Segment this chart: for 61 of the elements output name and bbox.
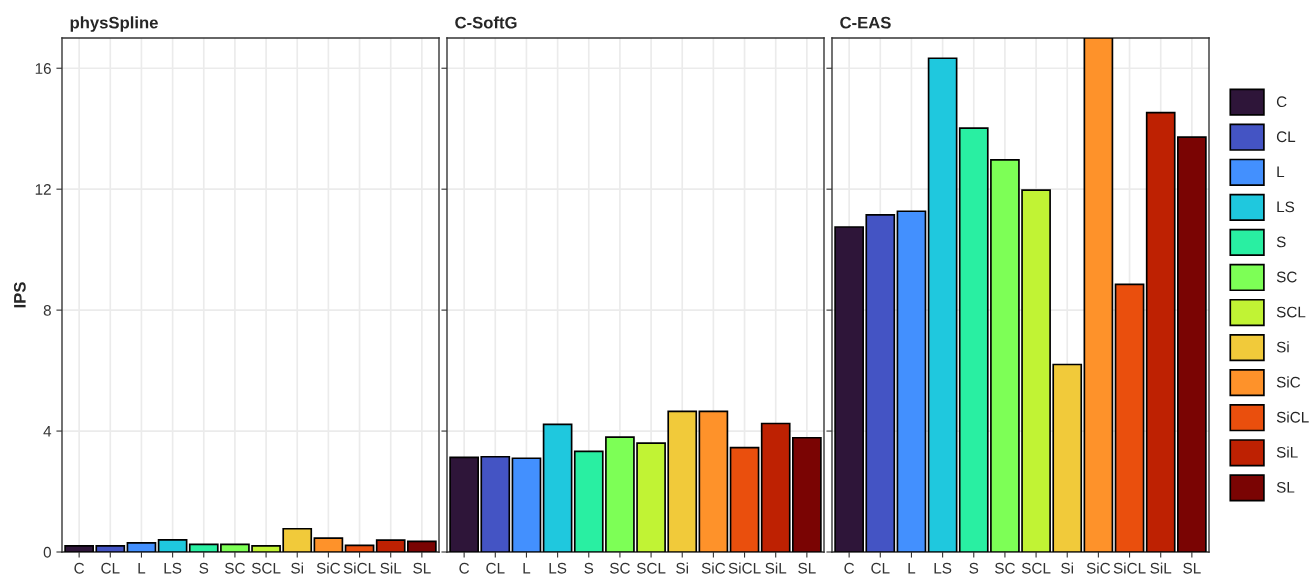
x-tick-label: LS [549,562,567,574]
x-tick-label: SCL [636,562,666,574]
legend-label: SC [1276,271,1297,283]
x-tick-label: SL [798,562,816,574]
legend-label: L [1277,166,1285,178]
y-tick-label: 8 [43,304,51,316]
x-tick-label: C [844,562,855,574]
x-tick-label: Si [1061,562,1073,574]
legend-label: SiC [1276,376,1301,388]
x-tick-label: LS [164,562,182,574]
legend-label: SL [1276,481,1295,493]
chart-title: physSpline [70,16,158,32]
y-tick-label: 16 [35,63,51,74]
legend-label: SiL [1276,446,1298,458]
legend-label: SiCL [1276,411,1309,423]
chart-title: C-EAS [840,16,891,29]
y-tick-label: 0 [43,546,51,558]
x-tick-label: SiL [765,562,787,574]
x-tick-label: CL [101,562,120,574]
x-tick-label: L [908,562,916,574]
legend-label: LS [1277,201,1295,213]
x-tick-label: SL [413,562,431,574]
legend-label: Si [1276,341,1289,353]
x-tick-label: SCL [251,562,281,574]
y-tick-label: 12 [35,184,51,195]
y-axis-title: IPS [13,282,26,308]
y-tick-label: 4 [43,426,52,437]
x-tick-label: C [74,562,85,574]
bar [511,457,542,552]
legend-label: CL [1276,131,1296,143]
x-tick-label: SCL [1021,562,1051,574]
x-tick-label: SiCL [1113,562,1146,574]
x-tick-label: L [138,562,146,574]
bar [729,446,760,552]
legend-label: C [1276,96,1287,108]
x-tick-label: SC [225,562,245,574]
x-tick-label: CL [871,562,890,574]
x-tick-label: SC [995,562,1015,574]
x-tick-label: SC [610,562,630,574]
x-tick-label: SiC [1086,562,1111,574]
x-tick-label: SiL [380,562,402,574]
chart-title: C-SoftG [455,16,517,29]
x-tick-label: SiC [701,562,726,574]
x-tick-label: C [459,562,470,574]
bar [542,423,573,552]
x-tick-label: CL [486,562,505,574]
x-tick-label: SL [1183,562,1201,574]
x-tick-label: SiC [316,562,341,574]
bar [698,410,729,552]
x-tick-label: S [199,562,209,574]
legend-label: S [1276,236,1286,248]
x-tick-label: Si [676,562,688,574]
x-tick-label: SiL [1150,562,1172,574]
legend-label: SCL [1276,306,1306,318]
x-tick-label: S [584,562,594,574]
x-tick-label: LS [934,562,952,574]
x-tick-label: L [523,562,531,574]
x-tick-label: SiCL [343,562,376,574]
x-tick-label: S [969,562,979,574]
x-tick-label: SiCL [728,562,761,574]
x-tick-label: Si [291,562,303,574]
